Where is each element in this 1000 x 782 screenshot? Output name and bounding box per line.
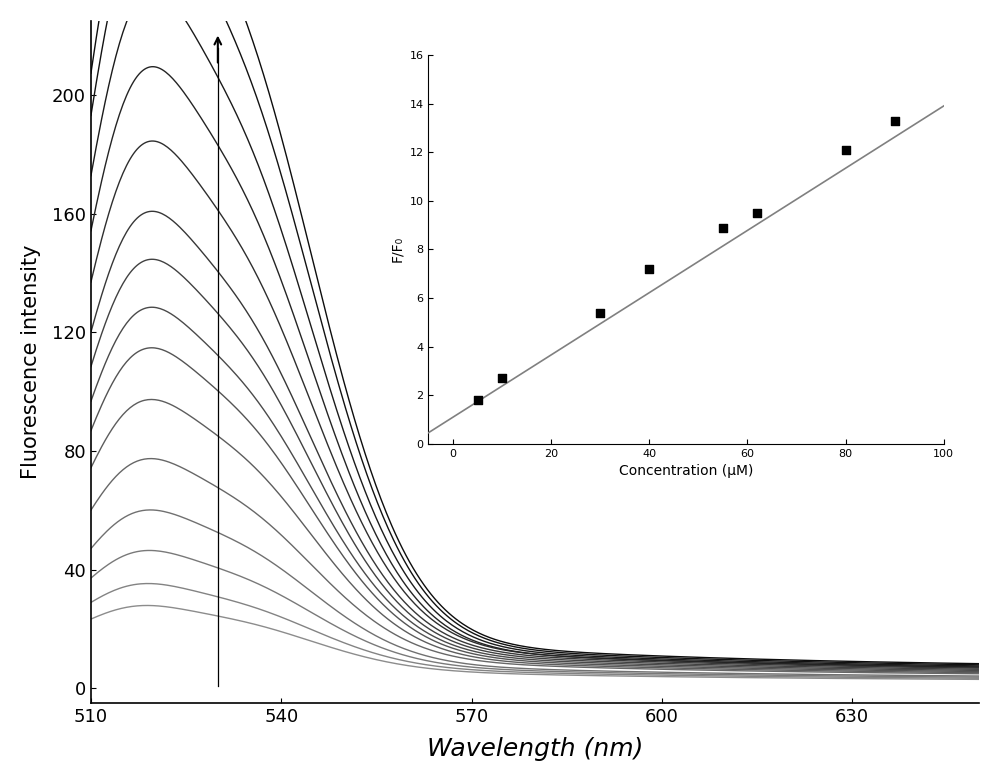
X-axis label: Wavelength (nm): Wavelength (nm) bbox=[427, 737, 643, 761]
Y-axis label: Fluorescence intensity: Fluorescence intensity bbox=[21, 245, 41, 479]
